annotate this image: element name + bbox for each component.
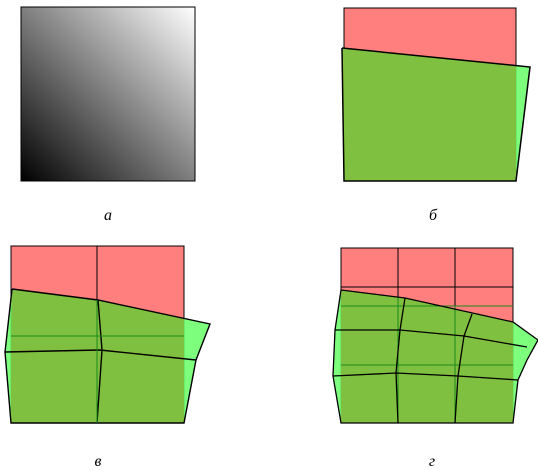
warped-outline	[4, 288, 211, 424]
caption-a: а	[104, 207, 112, 224]
warped-grid-line	[335, 329, 528, 348]
panel-a: а	[20, 6, 196, 224]
panel-b: б	[341, 7, 531, 224]
warped-grid-line	[332, 372, 519, 381]
caption-b: б	[429, 207, 438, 224]
warped-grid-line	[395, 297, 406, 424]
warped-grid-line	[4, 349, 197, 361]
overlap-region	[341, 290, 513, 423]
panel-d: г	[332, 247, 538, 470]
caption-d: г	[429, 453, 435, 470]
warped-grid-line	[454, 313, 473, 424]
panel-c: в	[4, 245, 211, 470]
overlap-region	[342, 48, 516, 181]
caption-c: в	[95, 453, 102, 470]
gradient-square	[20, 6, 196, 182]
warped-outline	[341, 47, 531, 182]
warped-grid-line	[96, 299, 103, 424]
